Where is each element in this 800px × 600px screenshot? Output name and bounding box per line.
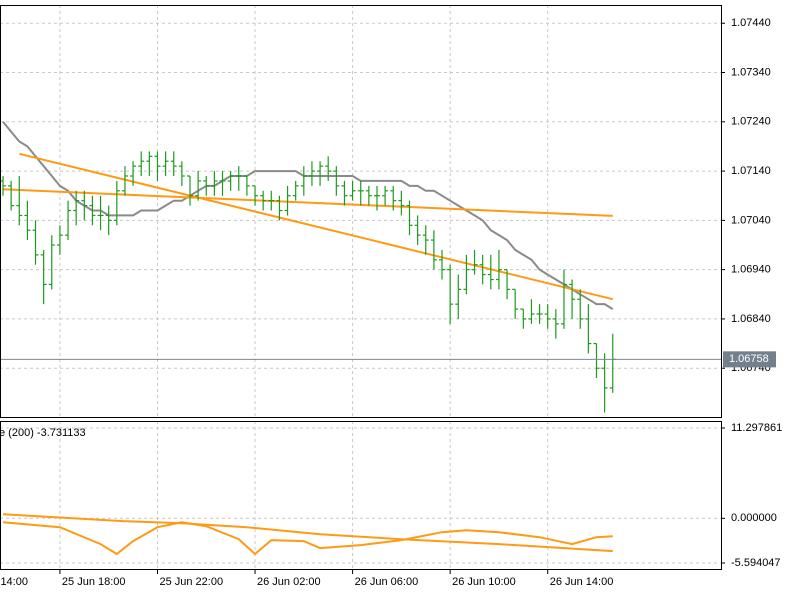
current-price-box <box>723 351 776 368</box>
y-tick-label: 1.07440 <box>731 17 771 29</box>
x-axis: 25 Jun 14:00 25 Jun 18:00 25 Jun 22:00 26 J… <box>0 569 613 588</box>
y-tick-label: 1.06840 <box>731 313 771 325</box>
current-price-label: 1.06758 <box>729 353 769 365</box>
main-plot <box>0 121 721 413</box>
indicator-line <box>2 521 613 556</box>
indicator-title: e (200) -3.731133 <box>0 427 86 439</box>
x-tick-label: 26 Jun 06:00 <box>355 576 419 588</box>
x-tick-label: 25 Jun 14:00 <box>0 576 28 588</box>
y-tick-label: 11.297861 <box>731 422 782 434</box>
y-tick-label: 1.07140 <box>731 165 771 177</box>
y-tick-label: -5.594047 <box>731 557 781 569</box>
x-tick-label: 26 Jun 10:00 <box>452 576 516 588</box>
x-tick-label: 25 Jun 18:00 <box>62 576 126 588</box>
moving-average <box>2 121 614 310</box>
indicator-frame <box>0 421 722 570</box>
y-tick-label: 1.07040 <box>731 214 771 226</box>
x-tick-label: 26 Jun 02:00 <box>257 576 321 588</box>
x-tick-label: 26 Jun 14:00 <box>550 576 614 588</box>
y-tick-label: 1.07340 <box>731 66 771 78</box>
trend-line <box>19 152 614 301</box>
indicator-plot <box>2 513 613 556</box>
axes: 1.07440 1.07340 1.07240 1.07140 1.07040 1.069… <box>721 17 782 569</box>
y-tick-label: 1.06940 <box>731 264 771 276</box>
y-tick-label: 1.07240 <box>731 116 771 128</box>
indicator-line <box>2 513 613 553</box>
x-tick-label: 25 Jun 22:00 <box>159 576 223 588</box>
indicator-grid <box>0 421 721 569</box>
trend-line <box>2 188 613 217</box>
y-tick-label: 0.000000 <box>731 512 777 524</box>
main-grid <box>0 5 721 417</box>
main-frame <box>0 5 722 418</box>
